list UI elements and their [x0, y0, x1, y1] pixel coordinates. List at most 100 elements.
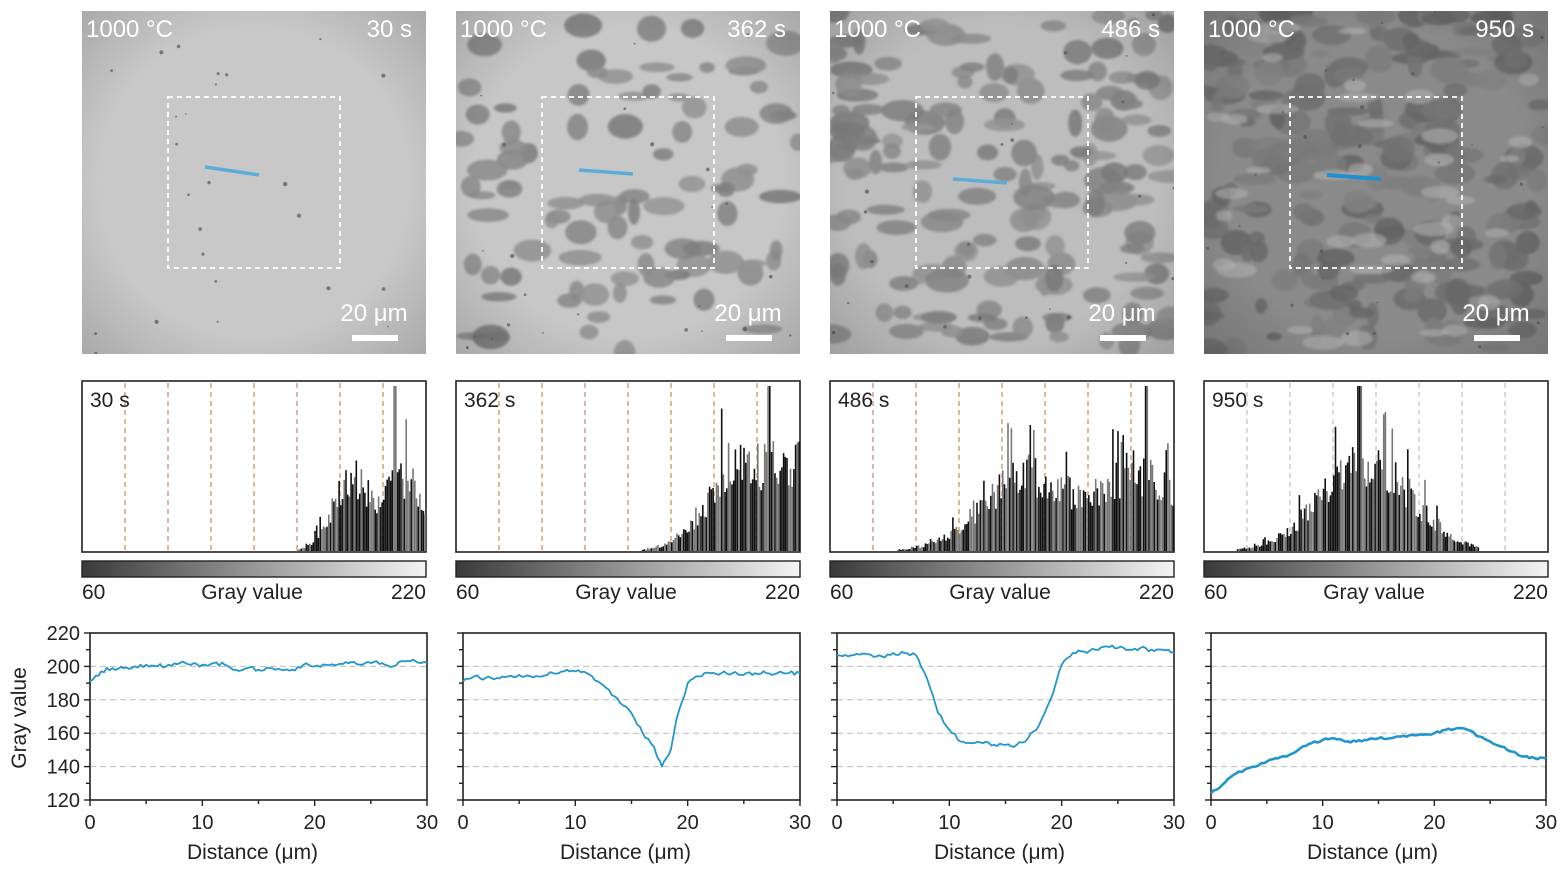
histogram-bin	[726, 488, 728, 551]
histogram-bin	[1269, 542, 1271, 552]
histogram-bin	[766, 452, 768, 551]
histogram-bin	[1038, 487, 1040, 551]
histogram-bin	[695, 508, 697, 552]
histogram-bin	[1061, 477, 1063, 551]
histogram-bin	[790, 469, 792, 551]
histogram-bin	[1424, 480, 1426, 551]
time-label: 30 s	[367, 16, 412, 43]
histogram-bin	[785, 457, 787, 551]
histogram-bin	[1472, 545, 1474, 552]
histogram-bin	[357, 499, 359, 551]
histogram-bin	[747, 454, 749, 551]
histogram-bin	[376, 513, 378, 551]
gray-colorbar: 60 Gray value 220	[456, 561, 800, 604]
histogram-bin	[1169, 480, 1171, 551]
panel-2: 1000 °C 362 s20 μm362 s60 Gray value 2200 10…	[448, 11, 811, 864]
histogram-bin	[347, 495, 349, 551]
histogram-bin	[730, 482, 732, 552]
histogram-bin	[1069, 478, 1071, 552]
histogram-bin	[1040, 493, 1042, 551]
histogram-bin	[421, 510, 423, 551]
histogram-bin	[313, 542, 315, 551]
histogram-bin	[1148, 480, 1150, 551]
histogram-bin	[971, 517, 973, 552]
histogram-bin	[769, 386, 771, 551]
histogram-bin	[1345, 465, 1347, 551]
histogram-bin	[1376, 461, 1378, 551]
histogram-bin	[779, 471, 781, 551]
histogram-bin	[1134, 483, 1136, 551]
histogram-bin	[1302, 519, 1304, 551]
temperature-label: 1000 °C	[460, 16, 547, 43]
histogram-bin	[1100, 481, 1102, 551]
histogram-bin	[1392, 429, 1394, 552]
histogram-bin	[1122, 435, 1124, 551]
histogram-bin	[1378, 450, 1380, 551]
histogram-bin	[364, 493, 366, 551]
histogram-bin	[692, 521, 694, 551]
histogram-bin	[1323, 489, 1325, 551]
histogram-bin	[1342, 489, 1344, 551]
histogram-bin	[1247, 548, 1249, 551]
histogram-bin	[342, 499, 344, 551]
x-tick-label: 30	[1163, 812, 1185, 834]
histogram-bin	[760, 490, 762, 551]
histogram-bin	[1245, 549, 1247, 551]
histogram-bin	[738, 470, 740, 551]
histogram-bin	[937, 540, 939, 551]
histogram-bin	[1393, 493, 1395, 551]
histogram-bin	[1266, 545, 1268, 551]
histogram-bin	[1319, 497, 1321, 552]
histogram-bin	[966, 524, 968, 551]
histogram-bin	[1354, 453, 1356, 551]
histogram-bin	[711, 489, 713, 551]
histogram-bin	[1078, 486, 1080, 551]
line-profile: 0 10 20 30 Distance (μm)	[457, 633, 811, 864]
histogram-bin	[1331, 492, 1333, 551]
histogram-bin	[938, 538, 940, 552]
histogram-bin	[712, 488, 714, 551]
histogram-bin	[1133, 450, 1135, 551]
colorbar-min-label: 60	[456, 581, 479, 604]
histogram-bin	[975, 524, 977, 552]
histogram-bin	[1043, 484, 1045, 551]
histogram-bin	[373, 498, 375, 551]
histogram-bin	[1119, 498, 1121, 551]
histogram-bin	[1011, 428, 1013, 551]
histogram-bin	[1249, 548, 1251, 551]
histogram-bin	[1261, 546, 1263, 552]
histogram-bin	[1071, 509, 1073, 551]
histogram-bin	[736, 469, 738, 551]
histogram-bin	[1324, 478, 1326, 551]
histogram-bin	[1131, 463, 1133, 551]
histogram-bin	[1385, 412, 1387, 551]
x-tick-label: 10	[938, 812, 960, 834]
histogram-bin	[676, 534, 678, 552]
histogram-bin	[335, 499, 337, 551]
histogram-bin	[1162, 497, 1164, 551]
histogram-bin	[1117, 431, 1119, 551]
histogram-bin	[709, 487, 711, 551]
histogram-bin	[1275, 542, 1277, 551]
histogram-bin	[316, 526, 318, 552]
histogram-bin	[402, 479, 404, 551]
histogram-bin	[940, 541, 942, 551]
histogram-bin	[1445, 537, 1447, 551]
histogram-bin	[1407, 449, 1409, 551]
histogram-bin	[1455, 542, 1457, 551]
histogram-bin	[921, 547, 923, 551]
colorbar-title: Gray value	[201, 581, 303, 604]
profile-y-axis-label: Gray value	[8, 667, 31, 769]
histogram-bin	[1090, 502, 1092, 551]
histogram-bin	[1390, 491, 1392, 551]
panel-4: 1000 °C 950 s20 μm950 s60 Gray value 2200 10…	[1183, 0, 1563, 864]
histogram-bin	[1016, 471, 1018, 551]
histogram-bin	[976, 503, 978, 551]
histogram-bin	[992, 484, 994, 551]
histogram-bin	[1004, 484, 1006, 551]
gray-profile-series	[463, 670, 800, 767]
histogram-bin	[1307, 520, 1309, 551]
histogram: 30 s	[82, 381, 426, 552]
histogram-bin	[1002, 470, 1004, 551]
histogram-bin	[1007, 423, 1009, 551]
